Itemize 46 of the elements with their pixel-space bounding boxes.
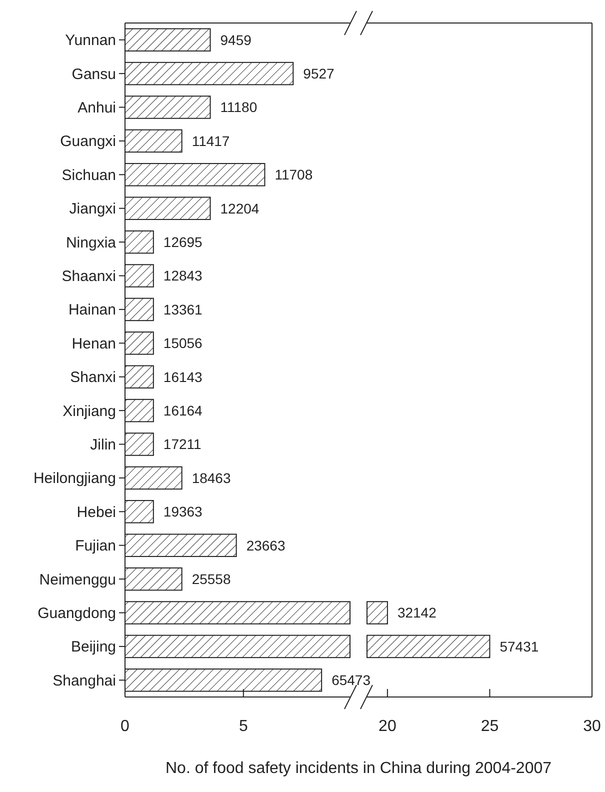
y-tick-label: Ningxia (66, 234, 117, 252)
x-axis-title: No. of food safety incidents in China during 2004-2007 (165, 760, 552, 777)
annotation: 11708 (274, 166, 313, 183)
annotation: 23663 (246, 537, 286, 554)
x-tick-label: 25 (480, 718, 499, 735)
x-tick-label: 30 (583, 718, 601, 735)
y-tick-label: Hebei (76, 504, 116, 521)
y-tick-label: Guangxi (60, 133, 116, 150)
y-tick-label: Gansu (72, 66, 116, 83)
annotation: 18463 (192, 470, 231, 486)
y-tick-label: Beijing (70, 638, 116, 656)
y-tick-label: Xinjiang (62, 402, 116, 420)
y-tick-label: Henan (72, 335, 116, 352)
y-tick-label: Yunnan (65, 32, 116, 50)
annotation: 12204 (220, 200, 260, 216)
y-tick-label: Anhui (78, 100, 116, 116)
y-tick-label: Jilin (90, 436, 116, 454)
annotation: 16143 (163, 368, 203, 385)
annotation: 9459 (220, 32, 252, 48)
annotation: 11180 (220, 99, 258, 116)
annotation: 13361 (163, 301, 203, 318)
y-tick-label: Fujian (75, 538, 116, 555)
annotation: 57431 (500, 638, 539, 654)
annotation: 17211 (163, 436, 202, 452)
y-tick-label: Heilongjiang (33, 470, 116, 488)
y-tick-label: Hainan (68, 302, 116, 319)
annotation: 9527 (303, 65, 335, 82)
x-tick-label: 5 (238, 718, 248, 735)
y-tick-label: Neimenggu (39, 571, 116, 588)
annotation: 15056 (163, 335, 203, 352)
annotation: 65473 (332, 672, 371, 688)
y-tick-label: Guangdong (38, 605, 116, 622)
y-tick-label: Shanxi (70, 369, 116, 386)
annotation: 32142 (397, 604, 437, 621)
y-tick-label: Jiangxi (69, 200, 116, 218)
x-tick-label: 20 (378, 718, 396, 735)
annotation: 25558 (192, 570, 231, 587)
annotation: 11417 (192, 132, 230, 149)
annotation: 12695 (163, 234, 203, 250)
y-tick-label: Sichuan (62, 166, 116, 184)
y-tick-label: Shanghai (52, 672, 116, 690)
y-tick-label: Shaanxi (62, 268, 116, 285)
annotation: 19363 (163, 504, 203, 520)
annotation: 16164 (163, 402, 203, 418)
annotation: 12843 (163, 268, 203, 284)
x-tick-label: 0 (120, 718, 130, 735)
